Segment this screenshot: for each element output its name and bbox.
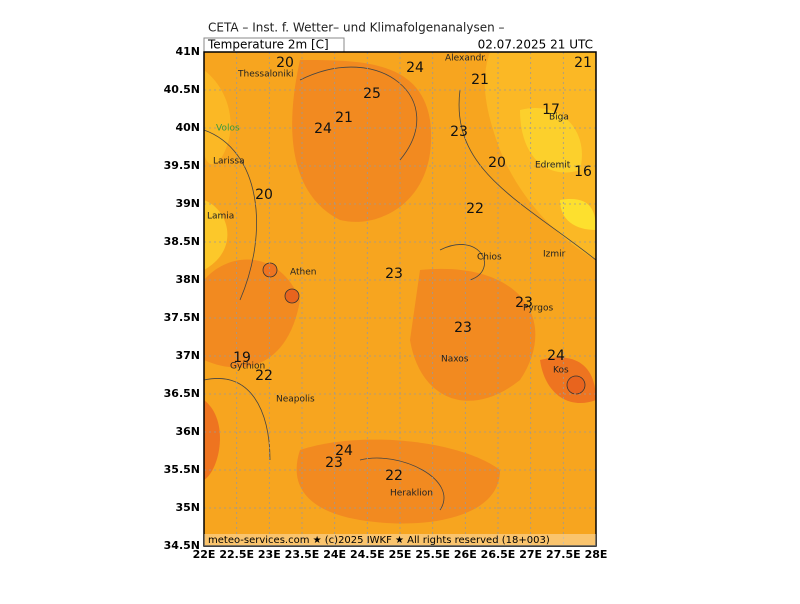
contour-label: 23 (450, 124, 468, 140)
city: Volos (216, 124, 240, 134)
valid-time: 02.07.2025 21 UTC (478, 38, 593, 52)
city: Kos (553, 366, 569, 376)
contour-label: 23 (515, 295, 533, 311)
lon-tick-label: 23E (258, 548, 281, 561)
contour-label: 23 (454, 320, 472, 336)
lat-tick-label: 39.5N (164, 159, 200, 172)
lat-tick-label: 37.5N (164, 311, 200, 324)
contour-label: 25 (363, 86, 381, 102)
lon-tick-label: 28E (585, 548, 608, 561)
lat-tick-label: 36.5N (164, 387, 200, 400)
city: Biga (549, 113, 569, 123)
contour-label: 20 (276, 55, 294, 71)
lon-tick-label: 27.5E (546, 548, 581, 561)
contour-label: 23 (325, 455, 343, 471)
contour-label: 21 (574, 55, 592, 71)
lat-tick-label: 41N (175, 45, 200, 58)
city: Pyrgos (523, 304, 554, 314)
city: Gythion (230, 362, 265, 372)
contour-label: 24 (335, 443, 353, 459)
city: Athen (290, 268, 316, 278)
lon-tick-label: 26E (454, 548, 477, 561)
lat-tick-label: 40N (175, 121, 200, 134)
footer-band (204, 534, 596, 546)
contour-label: 20 (488, 155, 506, 171)
contour-label: 22 (466, 201, 484, 217)
contour-label: 21 (471, 72, 489, 88)
contour-label: 20 (255, 187, 273, 203)
city: Neapolis (276, 395, 315, 405)
contour-label: 24 (314, 121, 332, 137)
lat-tick-label: 35N (175, 501, 200, 514)
lat-tick-label: 36N (175, 425, 200, 438)
lon-tick-label: 22.5E (219, 548, 254, 561)
city: Izmir (543, 250, 566, 260)
lon-tick-label: 25.5E (415, 548, 450, 561)
city: Alexandr. (445, 54, 487, 64)
contour-label: 23 (385, 266, 403, 282)
cities: Alexandr. Thessaloniki Volos Biga Lariss… (207, 54, 571, 499)
city: Larissa (213, 157, 245, 167)
contour-label: 19 (233, 350, 251, 366)
contour-label: 24 (406, 60, 424, 76)
lat-tick-label: 35.5N (164, 463, 200, 476)
contour-label: 17 (542, 102, 560, 118)
map-frame (203, 51, 597, 547)
lat-tick-label: 38.5N (164, 235, 200, 248)
lat-tick-label: 37N (175, 349, 200, 362)
lon-tick-label: 23.5E (285, 548, 320, 561)
lat-tick-label: 34.5N (164, 539, 200, 552)
lon-tick-label: 25E (389, 548, 412, 561)
lon-tick-label: 22E (193, 548, 216, 561)
city: Naxos (441, 355, 469, 365)
grid (203, 51, 597, 547)
lon-tick-label: 24E (323, 548, 346, 561)
lat-tick-label: 38N (175, 273, 200, 286)
contour-label: 24 (547, 348, 565, 364)
city: Heraklion (390, 489, 433, 499)
city: Thessaloniki (237, 70, 294, 80)
contour-label: 16 (574, 164, 592, 180)
subtitle: Temperature 2m [C] (207, 38, 329, 52)
title: CETA – Inst. f. Wetter– und Klimafolgena… (208, 21, 505, 35)
contour-label: 22 (385, 468, 403, 484)
lat-tick-label: 40.5N (164, 83, 200, 96)
contour-label: 22 (255, 368, 273, 384)
lat-tick-label: 39N (175, 197, 200, 210)
lon-tick-label: 24.5E (350, 548, 385, 561)
contour-label: 21 (335, 110, 353, 126)
lon-tick-label: 26.5E (481, 548, 516, 561)
city: Chios (477, 253, 502, 263)
lon-tick-label: 27E (519, 548, 542, 561)
city: Edremit (535, 161, 571, 171)
footer: meteo-services.com ★ (c)2025 IWKF ★ All … (208, 535, 550, 546)
city: Lamia (207, 212, 234, 222)
